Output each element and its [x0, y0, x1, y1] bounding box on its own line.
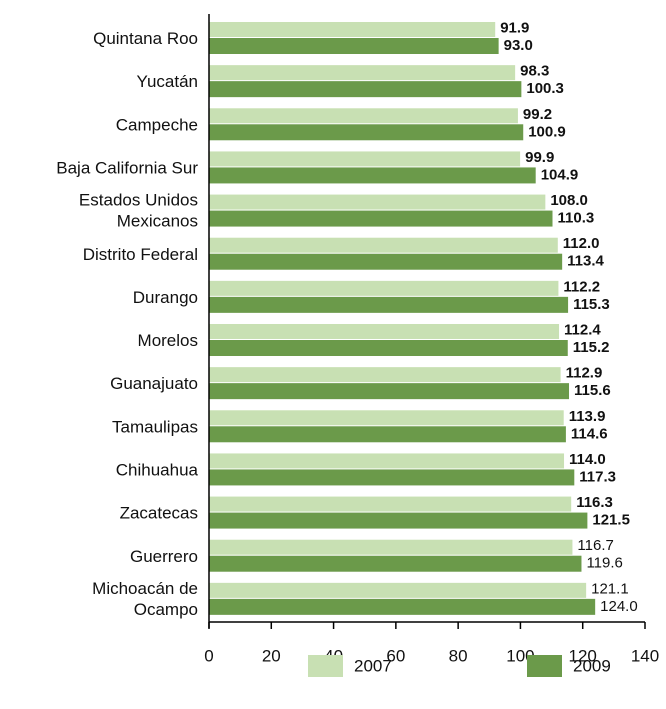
value-label: 116.7 [577, 537, 613, 554]
category-label: Estados Unidos Mexicanos [79, 191, 198, 231]
value-label: 115.2 [573, 339, 610, 356]
category-label: Yucatán [137, 72, 198, 91]
bar [209, 340, 568, 356]
value-label: 108.0 [550, 192, 588, 209]
category-label: Durango [133, 288, 198, 307]
bar [209, 496, 572, 512]
bar [209, 582, 587, 598]
bar [209, 296, 569, 313]
value-label: 121.1 [591, 580, 629, 597]
x-tick-label: 120 [569, 646, 597, 665]
value-label: 116.3 [576, 494, 613, 511]
value-label: 113.4 [567, 253, 604, 270]
category-label: Guanajuato [110, 374, 198, 393]
bar [209, 383, 570, 400]
bar [209, 65, 516, 81]
category-label: Baja California Sur [56, 158, 198, 177]
value-label: 104.9 [541, 166, 579, 183]
bar [209, 410, 564, 426]
value-label: 115.6 [574, 382, 611, 399]
value-label: 99.9 [525, 149, 554, 166]
category-label: Quintana Roo [93, 29, 198, 48]
category-label: Distrito Federal [83, 245, 198, 264]
value-label: 110.3 [558, 210, 595, 227]
bar [209, 598, 596, 615]
value-label: 119.6 [586, 555, 622, 572]
bar [209, 108, 518, 124]
legend-label: 2009 [573, 656, 611, 675]
value-label: 100.9 [528, 123, 566, 140]
bar [209, 124, 524, 141]
value-label: 99.2 [523, 106, 552, 123]
value-label: 117.3 [579, 468, 616, 485]
bar [209, 38, 499, 54]
legend-label: 2007 [354, 656, 392, 675]
x-tick-label: 60 [386, 646, 405, 665]
bar [209, 167, 536, 184]
value-label: 112.2 [563, 278, 600, 295]
value-label: 93.0 [504, 37, 533, 54]
bar [209, 469, 575, 486]
x-tick-label: 0 [204, 646, 213, 665]
value-label: 115.3 [573, 296, 610, 313]
value-label: 121.5 [592, 512, 630, 529]
category-label: Chihuahua [116, 460, 199, 479]
bar [209, 280, 559, 296]
bar [209, 324, 560, 339]
bar [209, 22, 496, 37]
bar [209, 151, 521, 167]
bar [209, 539, 573, 555]
category-label: Michoacán de Ocampo [92, 579, 198, 619]
category-label: Tamaulipas [112, 417, 198, 436]
x-tick-label: 80 [449, 646, 468, 665]
category-label: Zacatecas [120, 504, 198, 523]
legend-swatch [308, 655, 343, 677]
bar [209, 210, 553, 227]
bar [209, 555, 582, 572]
bar [209, 453, 565, 469]
category-label: Guerrero [130, 547, 198, 566]
value-label: 100.3 [526, 80, 564, 97]
bar [209, 253, 563, 270]
bar [209, 367, 561, 383]
value-label: 91.9 [500, 19, 529, 36]
value-label: 124.0 [600, 598, 638, 615]
bar [209, 512, 588, 529]
bar [209, 426, 566, 443]
category-label: Morelos [138, 331, 198, 350]
value-label: 112.0 [563, 235, 600, 252]
x-tick-label: 20 [262, 646, 281, 665]
value-label: 114.6 [571, 425, 608, 442]
legend-swatch [527, 655, 562, 677]
value-label: 114.0 [569, 451, 606, 468]
bar [209, 237, 558, 253]
bar [209, 194, 546, 210]
value-label: 98.3 [520, 63, 549, 80]
bar [209, 81, 522, 98]
category-label: Campeche [116, 115, 198, 134]
value-label: 112.4 [564, 321, 601, 338]
value-label: 112.9 [566, 365, 603, 382]
value-label: 113.9 [569, 408, 606, 425]
x-tick-label: 140 [631, 646, 659, 665]
